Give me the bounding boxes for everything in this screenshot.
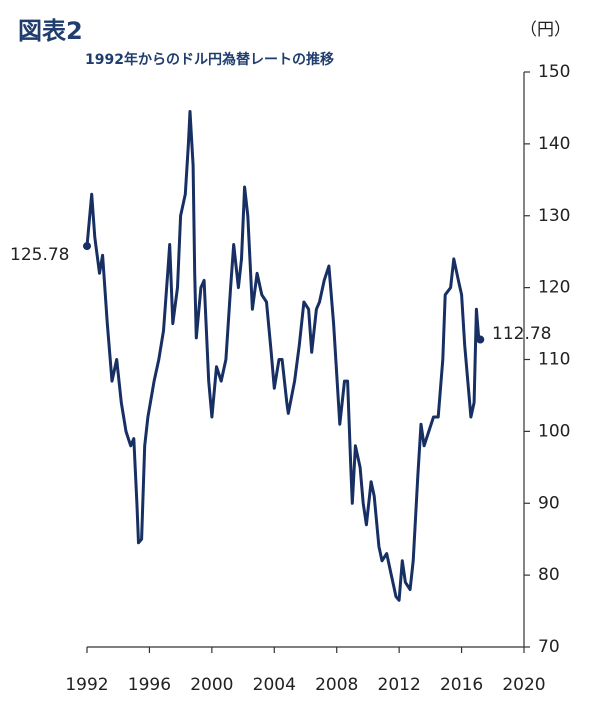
x-tick-label: 2020 [502, 675, 545, 695]
x-tick-label: 2012 [378, 675, 421, 695]
y-tick-label: 120 [538, 278, 570, 298]
end-point [83, 242, 91, 251]
y-tick-label: 140 [538, 134, 570, 154]
y-tick-label: 110 [538, 350, 570, 370]
x-tick-label: 2016 [440, 675, 483, 695]
x-tick-label: 2000 [190, 675, 233, 695]
y-tick-label: 70 [538, 637, 560, 657]
x-tick-label: 2008 [315, 675, 358, 695]
y-tick-label: 150 [538, 62, 570, 82]
y-tick-label: 90 [538, 493, 560, 513]
x-tick-label: 1992 [65, 675, 108, 695]
end-point [476, 335, 485, 344]
y-axis-label: （円） [520, 20, 571, 40]
y-tick-label: 130 [538, 206, 570, 226]
annotation: 112.78 [492, 324, 551, 344]
annotation: 125.78 [10, 245, 69, 265]
y-tick-label: 80 [538, 565, 560, 585]
line [85, 110, 482, 602]
x-tick-label: 2004 [253, 675, 296, 695]
chart-subtitle: 1992年からのドル円為替レートの推移 [85, 51, 334, 68]
y-tick-label: 100 [538, 421, 570, 441]
chart-title: 図表2 [18, 17, 83, 45]
x-tick-label: 1996 [128, 675, 171, 695]
